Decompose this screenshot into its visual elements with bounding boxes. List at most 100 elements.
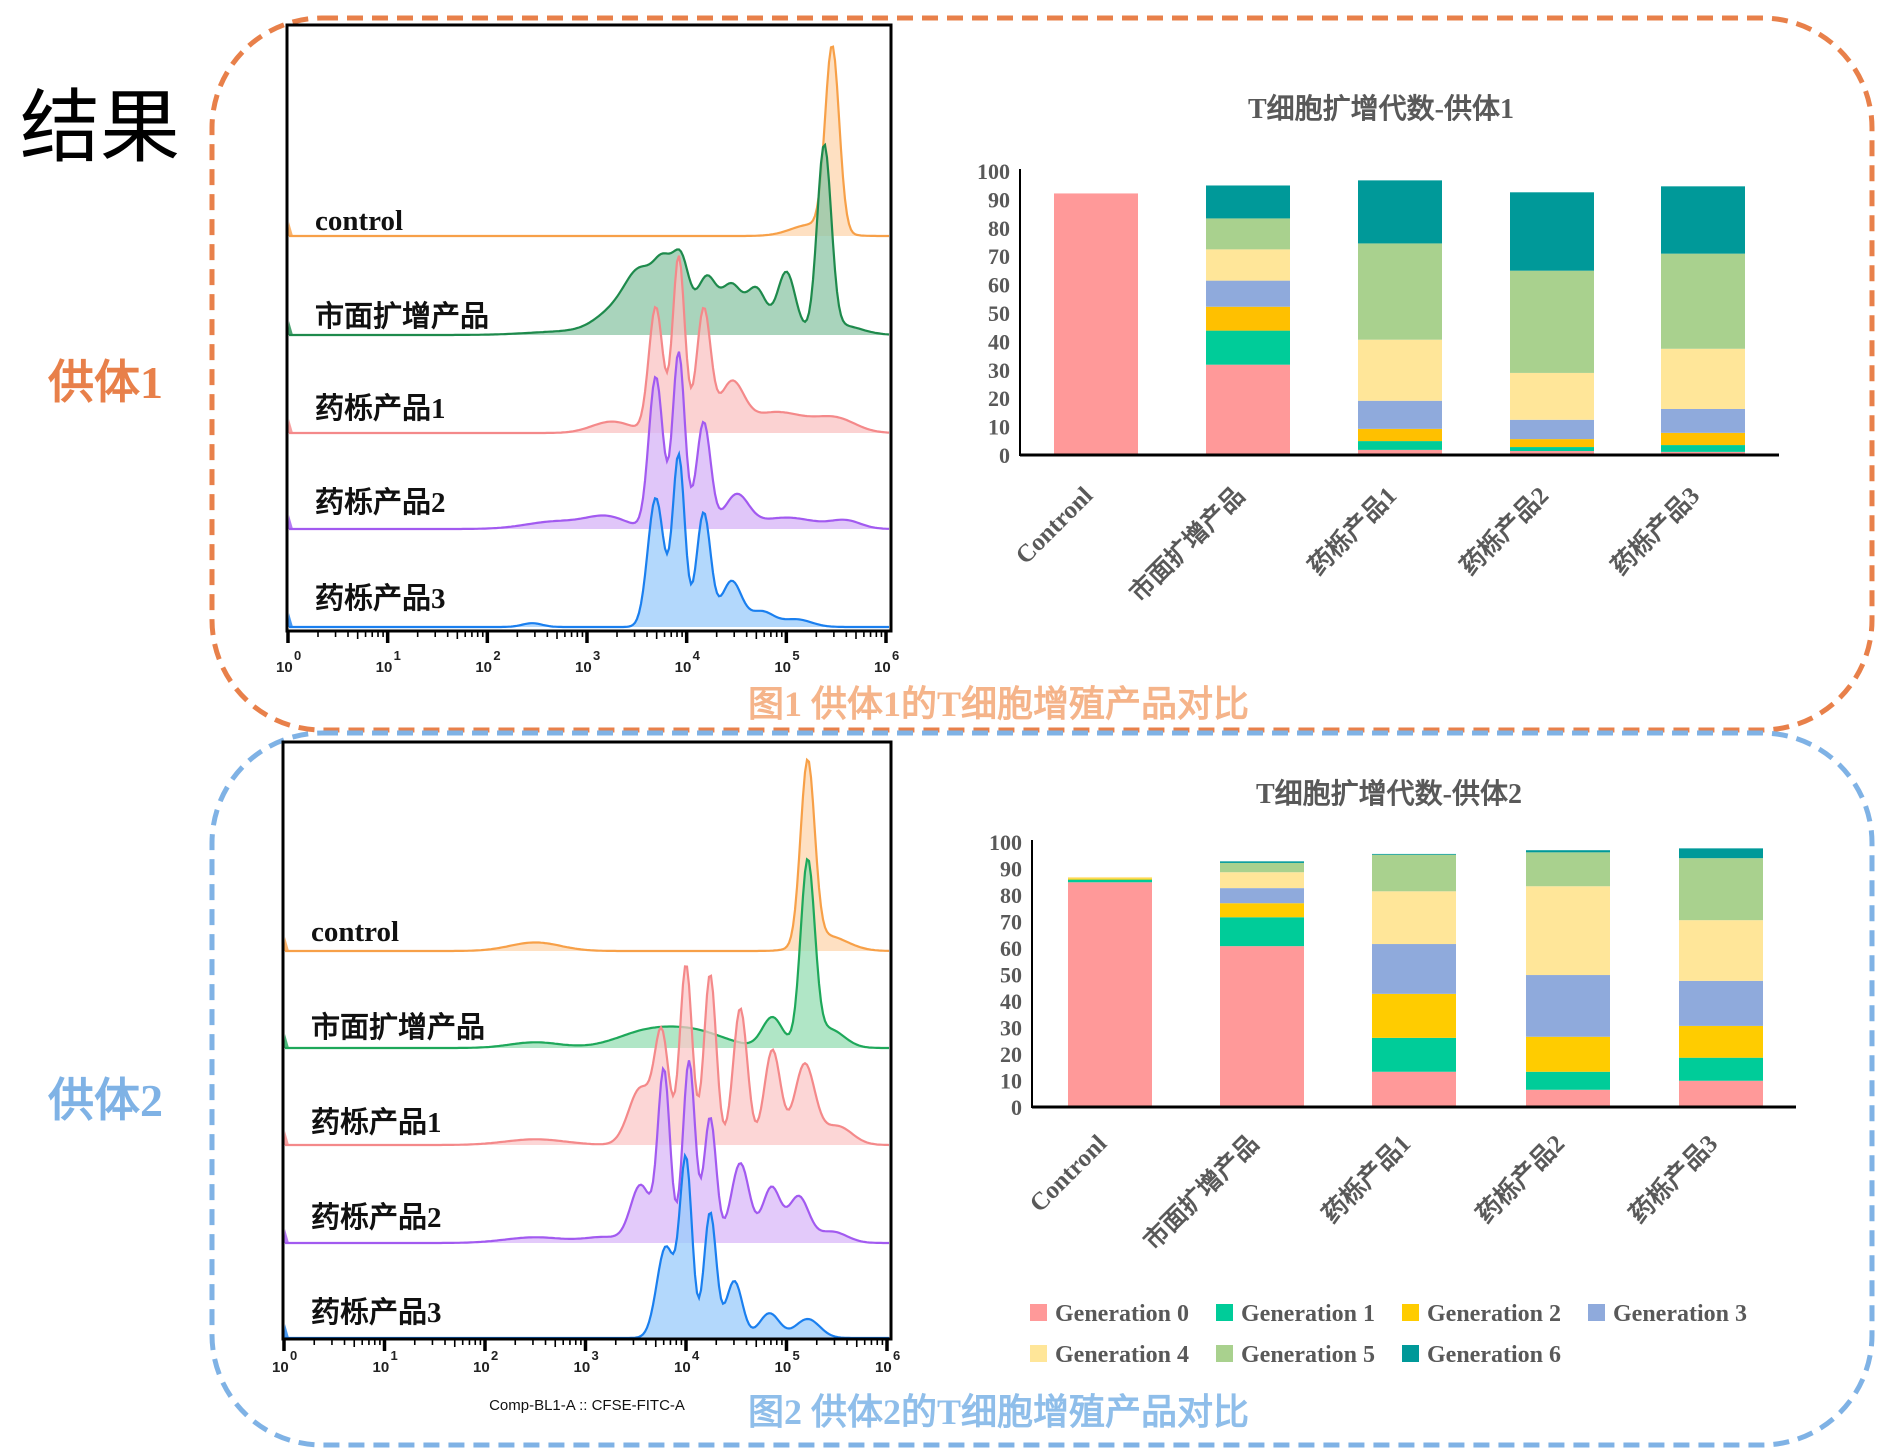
bar-segment-generation-2 <box>1068 878 1152 880</box>
histogram-series-label: 市面扩增产品 <box>315 299 489 333</box>
histogram-area <box>285 966 889 1145</box>
bar-segment-generation-6 <box>1526 850 1610 853</box>
bar-segment-generation-6 <box>1358 180 1442 244</box>
histogram-edge-spike <box>288 222 293 236</box>
histogram-area <box>285 1155 889 1338</box>
histogram-edge-spike <box>284 1229 289 1243</box>
legend-item: Generation 6 <box>1402 1342 1561 1368</box>
histogram-edge-spike <box>288 419 293 433</box>
histogram-series-0 <box>284 757 890 953</box>
histogram-area <box>285 1060 889 1243</box>
figure2-caption: 图2 供体2的T细胞增殖产品对比 <box>748 1392 1250 1432</box>
bar-segment-generation-1 <box>1661 445 1745 452</box>
bar-segment-generation-3 <box>1372 944 1456 994</box>
histogram-edge-spike <box>288 515 293 529</box>
x-tick-label-base: 10 <box>874 659 891 676</box>
histogram-edge-spike <box>288 321 293 335</box>
y-tick-label: 50 <box>1000 963 1022 988</box>
bar-segment-generation-2 <box>1358 428 1442 442</box>
x-tick-label-exponent: 4 <box>693 648 701 663</box>
bar-segment-generation-4 <box>1661 348 1745 409</box>
bar-segment-generation-6 <box>1220 861 1304 863</box>
x-tick-label-exponent: 6 <box>892 648 899 663</box>
bar-segment-generation-1 <box>1206 330 1290 365</box>
y-tick-label: 20 <box>1000 1042 1022 1067</box>
legend-item: Generation 4 <box>1030 1342 1189 1368</box>
histogram-series-2 <box>288 255 890 435</box>
legend-swatch <box>1588 1304 1605 1321</box>
histogram-edge-spike <box>284 937 289 951</box>
legend-swatch <box>1402 1304 1419 1321</box>
legend-label: Generation 5 <box>1241 1342 1375 1368</box>
histogram-series-label: control <box>315 205 403 237</box>
bar-segment-generation-5 <box>1206 218 1290 250</box>
histogram-line <box>289 255 890 435</box>
y-tick-label: 50 <box>988 301 1010 326</box>
chart-title: T细胞扩增代数-供体1 <box>1248 92 1514 125</box>
histogram-series-label: 药栎产品1 <box>311 1106 442 1139</box>
x-tick-label-exponent: 4 <box>692 1348 700 1363</box>
y-tick-label: 0 <box>999 443 1010 468</box>
histogram-line <box>285 757 890 953</box>
bar-segment-generation-3 <box>1206 280 1290 307</box>
bar-segment-generation-5 <box>1358 243 1442 340</box>
legend-label: Generation 1 <box>1241 1301 1375 1327</box>
legend-swatch <box>1216 1304 1233 1321</box>
bar-segment-generation-0 <box>1358 449 1442 455</box>
bar-segment-generation-2 <box>1510 439 1594 448</box>
histogram-line <box>289 142 890 337</box>
legend-label: Generation 6 <box>1427 1342 1561 1368</box>
bar-segment-generation-6 <box>1510 192 1594 271</box>
x-tick-label-base: 10 <box>272 1359 289 1376</box>
y-tick-label: 90 <box>988 187 1010 212</box>
bar-segment-generation-0 <box>1206 364 1290 455</box>
bar-segment-generation-6 <box>1679 848 1763 859</box>
x-tick-label-base: 10 <box>373 1359 390 1376</box>
y-tick-label: 40 <box>1000 989 1022 1014</box>
x-tick-label-base: 10 <box>475 659 492 676</box>
y-tick-label: 10 <box>988 415 1010 440</box>
histogram-series-label: 药栎产品3 <box>311 1296 442 1329</box>
y-tick-label: 60 <box>1000 936 1022 961</box>
figure1-caption: 图1 供体1的T细胞增殖产品对比 <box>748 684 1250 724</box>
bar-segment-generation-5 <box>1372 854 1456 892</box>
y-tick-label: 30 <box>1000 1016 1022 1041</box>
histogram-line <box>289 450 889 629</box>
x-tick-label-exponent: 0 <box>294 648 301 663</box>
x-tick-label-base: 10 <box>473 1359 490 1376</box>
x-tick-label-exponent: 3 <box>592 1348 599 1363</box>
histogram-series-label: control <box>311 916 399 948</box>
donor2-label: 供体2 <box>48 1075 163 1126</box>
histogram-area <box>289 255 889 433</box>
legend-swatch <box>1216 1345 1233 1362</box>
histogram-series-label: 市面扩增产品 <box>311 1010 485 1044</box>
bar-segment-generation-0 <box>1661 451 1745 455</box>
histogram-series-label: 药栎产品3 <box>315 582 446 615</box>
bar-segment-generation-1 <box>1679 1057 1763 1081</box>
x-tick-label-exponent: 0 <box>290 1348 297 1363</box>
bar-segment-generation-0 <box>1220 946 1304 1107</box>
legend-label: Generation 3 <box>1613 1301 1747 1327</box>
histogram-series-1 <box>288 142 890 337</box>
legend-item: Generation 5 <box>1216 1342 1375 1368</box>
x-tick-label-base: 10 <box>675 659 692 676</box>
x-category-label: Contronl <box>1025 1130 1113 1218</box>
y-tick-label: 40 <box>988 329 1010 354</box>
y-tick-label: 10 <box>1000 1069 1022 1094</box>
bar-segment-generation-0 <box>1510 451 1594 455</box>
legend-item: Generation 1 <box>1216 1301 1375 1327</box>
y-tick-label: 70 <box>988 244 1010 269</box>
bar-segment-generation-4 <box>1510 372 1594 420</box>
bar-segment-generation-2 <box>1206 306 1290 331</box>
y-tick-label: 80 <box>988 216 1010 241</box>
x-axis-title: Comp-BL1-A :: CFSE-FITC-A <box>489 1397 685 1414</box>
x-tick-label-base: 10 <box>775 1359 792 1376</box>
bar-segment-generation-1 <box>1220 917 1304 947</box>
bar-segment-generation-0 <box>1372 1071 1456 1107</box>
page-title: 结果 <box>20 81 180 174</box>
bar-segment-generation-5 <box>1679 858 1763 921</box>
y-tick-label: 60 <box>988 273 1010 298</box>
